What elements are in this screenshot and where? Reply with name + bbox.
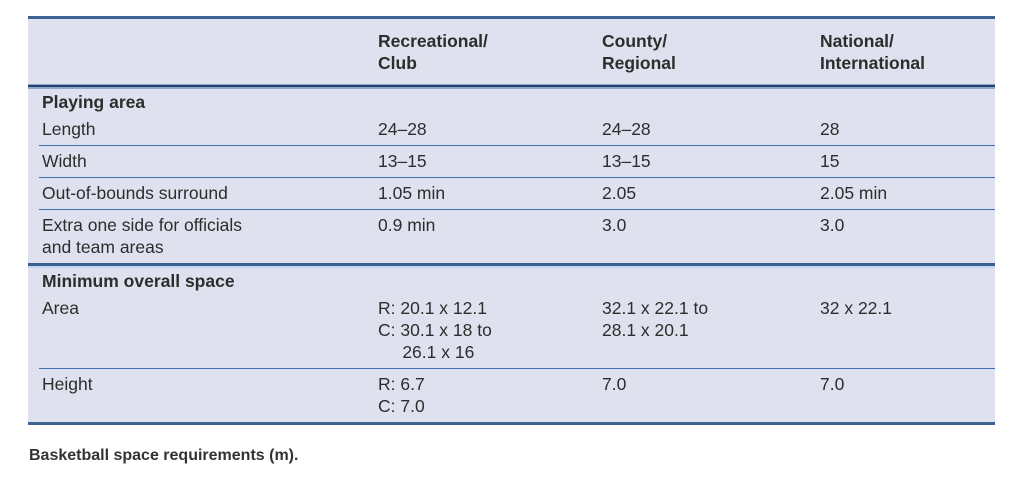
cell-value: 32 x 22.1: [820, 298, 892, 318]
section-title: Minimum overall space: [42, 271, 235, 291]
header-divider: [28, 84, 995, 89]
cell-value: 13–15: [378, 151, 427, 171]
row-label: Area: [42, 298, 79, 318]
section-title-row: Minimum overall space: [28, 268, 995, 293]
cell-value: 3.0: [820, 215, 845, 235]
row-label: Height: [42, 374, 93, 394]
table-row: Height R: 6.7 C: 7.0 7.0 7.0: [28, 369, 995, 422]
cell-value: 28: [820, 119, 840, 139]
cell-value: 15: [820, 151, 840, 171]
row-label: Width: [42, 151, 87, 171]
cell-value: R: 20.1 x 12.1 C: 30.1 x 18 to 26.1 x 16: [378, 298, 492, 362]
column-header: County/ Regional: [602, 31, 676, 73]
table-row: Width 13–15 13–15 15: [28, 146, 995, 177]
cell-value: R: 6.7 C: 7.0: [378, 374, 425, 416]
cell-value: 24–28: [602, 119, 651, 139]
cell-value: 2.05: [602, 183, 637, 203]
cell-value: 7.0: [602, 374, 627, 394]
table-body: Playing area Length 24–28 24–28 28 Width 13–15…: [28, 89, 995, 422]
row-divider: [39, 209, 995, 210]
cell-value: 13–15: [602, 151, 651, 171]
cell-value: 1.05 min: [378, 183, 446, 203]
column-header: Recreational/ Club: [378, 31, 488, 73]
row-divider: [39, 145, 995, 146]
table-header-row: Recreational/ Club County/ Regional Nation…: [28, 19, 995, 84]
column-header-blank: [28, 19, 378, 84]
table-row: Extra one side for officials and team ar…: [28, 210, 995, 263]
basketball-requirements-table: Recreational/ Club County/ Regional Nation…: [28, 16, 995, 425]
row-label: Out-of-bounds surround: [42, 183, 228, 203]
section-title-row: Playing area: [28, 89, 995, 114]
section-divider: [28, 263, 995, 268]
cell-value: 24–28: [378, 119, 427, 139]
cell-value: 2.05 min: [820, 183, 888, 203]
cell-value: 0.9 min: [378, 215, 436, 235]
row-divider: [39, 368, 995, 369]
column-header: National/ International: [820, 31, 926, 73]
section-title: Playing area: [42, 92, 146, 112]
row-label: Extra one side for officials and team ar…: [42, 215, 243, 257]
table-row: Out-of-bounds surround 1.05 min 2.05 2.05 m…: [28, 178, 995, 209]
row-label: Length: [42, 119, 96, 139]
cell-value: 3.0: [602, 215, 627, 235]
table-row: Area R: 20.1 x 12.1 C: 30.1 x 18 to 26.1 …: [28, 293, 995, 368]
table-row: Length 24–28 24–28 28: [28, 114, 995, 145]
cell-value: 32.1 x 22.1 to 28.1 x 20.1: [602, 298, 709, 340]
table-caption: Basketball space requirements (m).: [29, 447, 299, 464]
row-divider: [39, 177, 995, 178]
cell-value: 7.0: [820, 374, 845, 394]
